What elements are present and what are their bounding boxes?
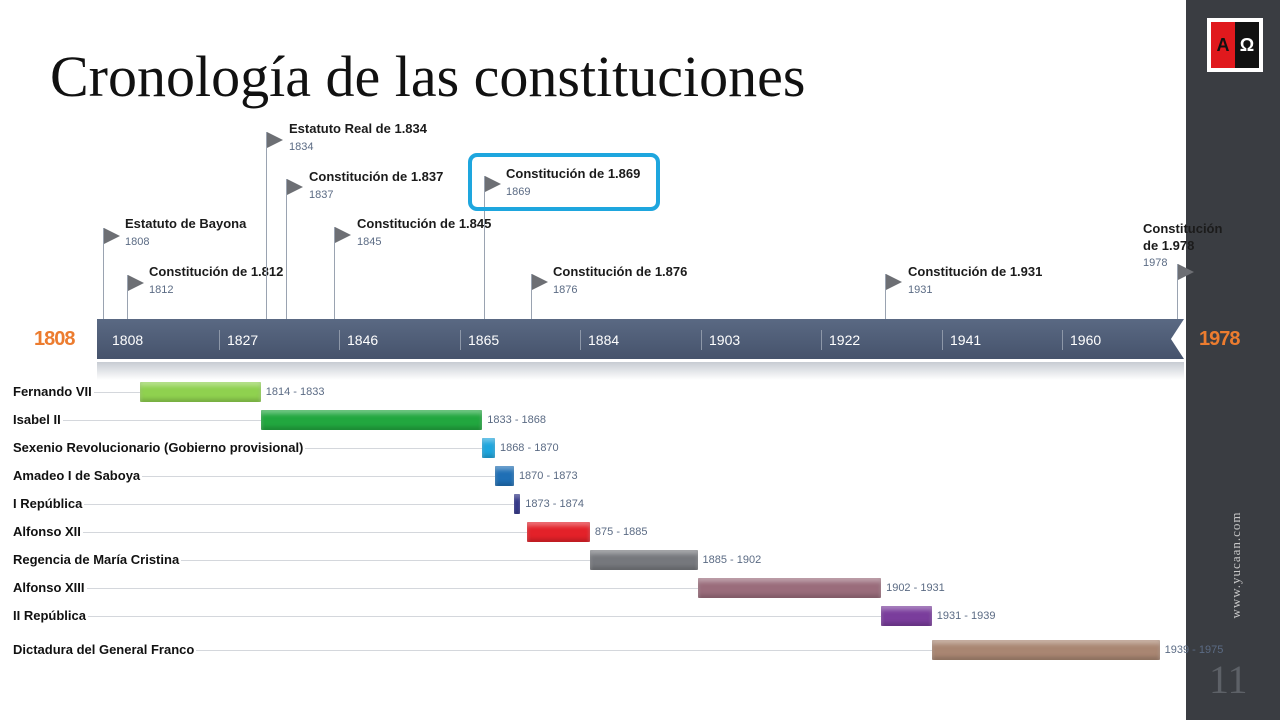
event-line	[885, 274, 886, 319]
logo: A Ω	[1207, 18, 1263, 72]
timeline-tick-1846: 1846	[339, 330, 378, 350]
timeline-bar	[97, 319, 1184, 359]
event-title: Estatuto de Bayona	[125, 216, 247, 231]
period-name: Amadeo I de Saboya	[13, 468, 143, 484]
event-line	[334, 227, 335, 319]
event-line	[103, 228, 104, 319]
event-year: 1876	[553, 284, 578, 296]
event-year: 1834	[289, 141, 314, 153]
period-bar	[260, 410, 483, 430]
event-year: 1837	[309, 189, 334, 201]
timeline-start-label: 1808	[34, 328, 75, 350]
period-name: Dictadura del General Franco	[13, 642, 197, 658]
event-line	[127, 275, 128, 319]
period-bar	[513, 494, 521, 514]
event-title: Constitución de 1.837	[309, 169, 444, 184]
period-range-label: 1931 - 1939	[936, 610, 996, 622]
timeline-tick-1903: 1903	[701, 330, 740, 350]
period-range-label: 1873 - 1874	[525, 498, 584, 510]
event-year: 1808	[125, 236, 150, 248]
event-title: Constitución de 1.876	[553, 264, 688, 279]
event-line	[286, 179, 287, 319]
event-title: Estatuto Real de 1.834	[289, 121, 427, 136]
logo-letter-omega: Ω	[1235, 22, 1259, 68]
period-bar	[140, 382, 261, 402]
period-range-label: 1833 - 1868	[487, 414, 547, 426]
period-range-label: 1902 - 1931	[886, 582, 945, 594]
row-guide-line	[13, 650, 932, 651]
period-range-label: 875 - 1885	[594, 526, 648, 538]
flag-icon	[485, 176, 501, 192]
event-title: Constitución de 1.869	[506, 166, 641, 181]
period-name: II República	[13, 608, 88, 624]
page-number: 11	[1209, 657, 1248, 702]
timeline-tick-1827: 1827	[219, 330, 258, 350]
flag-icon	[267, 132, 283, 148]
flag-icon	[1178, 264, 1194, 280]
period-name: Regencia de María Cristina	[13, 552, 182, 568]
period-bar	[881, 606, 932, 626]
timeline-tick-1922: 1922	[821, 330, 860, 350]
timeline-tick-1865: 1865	[460, 330, 499, 350]
row-guide-line	[13, 560, 590, 561]
row-guide-line	[13, 588, 698, 589]
event-line	[1177, 264, 1178, 319]
event-title: Constitución de 1.812	[149, 264, 284, 279]
flag-icon	[335, 227, 351, 243]
highlight-box	[468, 153, 660, 211]
timeline-bar-shadow	[97, 362, 1184, 380]
period-bar	[494, 466, 514, 486]
timeline-end-label: 1978	[1199, 328, 1240, 350]
event-title: Constitución de 1.978	[1143, 221, 1223, 253]
event-year: 1931	[908, 284, 933, 296]
period-bar	[697, 578, 882, 598]
row-guide-line	[13, 420, 261, 421]
row-guide-line	[13, 616, 882, 617]
logo-letter-a: A	[1211, 22, 1235, 68]
period-bar	[931, 640, 1160, 660]
flag-icon	[128, 275, 144, 291]
period-name: I República	[13, 496, 85, 512]
event-year: 1978	[1143, 257, 1168, 269]
flag-icon	[886, 274, 902, 290]
event-year: 1812	[149, 284, 174, 296]
timeline-tick-1941: 1941	[942, 330, 981, 350]
row-guide-line	[13, 476, 495, 477]
period-name: Isabel II	[13, 412, 63, 428]
period-name: Fernando VII	[13, 384, 94, 400]
event-title: Constitución de 1.931	[908, 264, 1043, 279]
flag-icon	[287, 179, 303, 195]
event-line	[531, 274, 532, 319]
event-year: 1845	[357, 236, 382, 248]
page-title: Cronología de las constituciones	[50, 44, 806, 109]
period-name: Alfonso XIII	[13, 580, 87, 596]
sidebar	[1186, 0, 1280, 720]
timeline-tick-1808: 1808	[112, 332, 144, 348]
timeline-tick-1960: 1960	[1062, 330, 1101, 350]
period-range-label: 1814 - 1833	[265, 386, 325, 398]
period-bar	[589, 550, 698, 570]
event-year: 1869	[506, 186, 531, 198]
event-title: Constitución de 1.845	[357, 216, 492, 231]
row-guide-line	[13, 504, 514, 505]
row-guide-line	[13, 532, 527, 533]
flag-icon	[104, 228, 120, 244]
flag-icon	[532, 274, 548, 290]
event-line	[484, 176, 485, 319]
period-range-label: 1868 - 1870	[499, 442, 559, 454]
period-bar	[482, 438, 495, 458]
period-range-label: 1870 - 1873	[518, 470, 578, 482]
website-label: www.yucaan.com	[1228, 511, 1243, 619]
event-line	[266, 132, 267, 319]
period-name: Sexenio Revolucionario (Gobierno provisi…	[13, 440, 306, 456]
period-range-label: 1885 - 1902	[702, 554, 762, 566]
period-range-label: 1939 - 1975	[1164, 644, 1224, 656]
period-bar	[526, 522, 590, 542]
timeline-tick-1884: 1884	[580, 330, 619, 350]
period-name: Alfonso XII	[13, 524, 83, 540]
